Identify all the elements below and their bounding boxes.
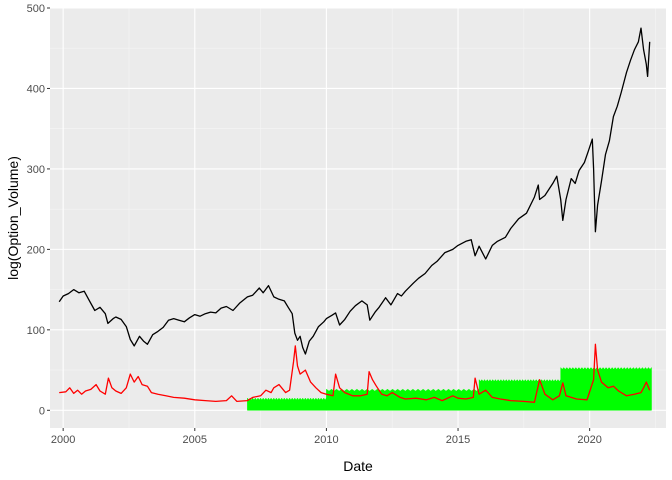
y-tick-label: 500 — [27, 3, 45, 15]
y-tick-label: 300 — [27, 164, 45, 176]
y-tick-label: 400 — [27, 83, 45, 95]
grid-minor — [50, 8, 666, 428]
series-line-black — [58, 27, 651, 355]
y-axis: 0 100 200 300 400 500 — [27, 3, 50, 417]
x-axis-title: Date — [343, 458, 373, 474]
y-tick-label: 0 — [39, 405, 45, 417]
grid-major — [50, 7, 666, 428]
plot-panel — [50, 8, 666, 428]
series-layer — [58, 27, 651, 403]
x-tick-label: 2015 — [446, 434, 470, 446]
y-tick-label: 100 — [27, 325, 45, 337]
x-axis: 2000 2005 2010 2015 2020 — [51, 428, 602, 446]
series-line-red — [59, 343, 651, 403]
volume-band — [247, 366, 652, 411]
x-tick-label: 2020 — [577, 434, 601, 446]
y-axis-title: log(Option_Volume) — [5, 156, 21, 280]
volume-band-layer — [247, 366, 652, 411]
x-tick-label: 2010 — [314, 434, 338, 446]
x-tick-label: 2000 — [51, 434, 75, 446]
x-tick-label: 2005 — [183, 434, 207, 446]
y-tick-label: 200 — [27, 244, 45, 256]
